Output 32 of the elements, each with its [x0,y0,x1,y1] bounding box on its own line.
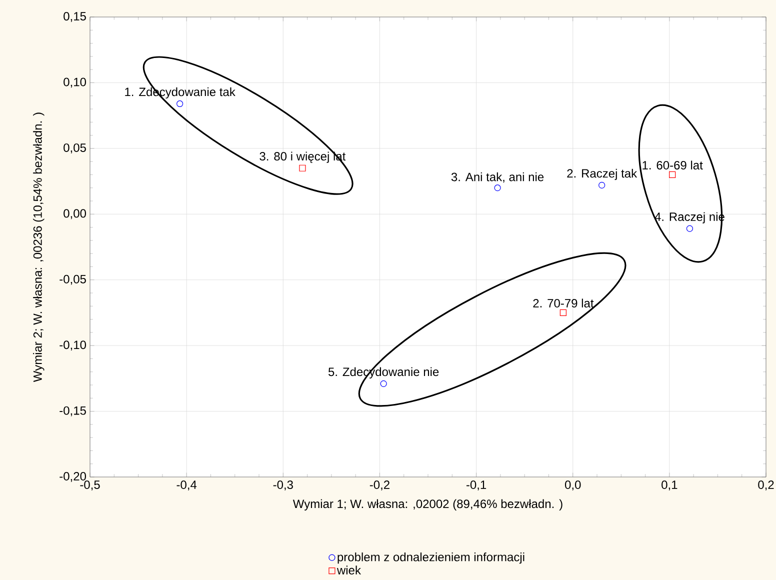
point [686,225,694,232]
y-tick-label: 0,10 [64,78,86,88]
legend-label: wiek [336,566,361,574]
point [176,100,184,108]
annotation: 3. Ani tak, ani nie [451,172,544,183]
x-tick-label: -0,5 [80,480,100,490]
annotation: 1. 60-69 lat [642,160,703,170]
x-tick-label: -0,4 [176,480,197,490]
point [380,380,387,387]
point [598,182,606,189]
y-tick-label: -0,15 [60,406,86,416]
point [299,164,306,172]
y-tick-label: 0,05 [64,143,86,154]
x-tick-label: -0,1 [466,480,486,490]
y-tick-label: 0,15 [64,12,86,22]
point [494,184,501,192]
x-tick-label: 0,0 [564,480,581,490]
y-tick-label: 0,00 [64,209,86,220]
y-axis-title: Wymiar 2; W. własna: ,00236 (10,54% bezwładn. ) [33,112,44,382]
annotation: 2. Raczej tak [567,168,638,180]
point [669,171,676,178]
legend-label: problem z odnalezieniem informacji [338,552,524,564]
y-tick-label: -0,10 [60,340,86,351]
x-tick-label: -0,2 [370,480,390,490]
x-tick-label: 0,1 [662,480,678,490]
annotation: 2. 70-79 lat [533,298,594,308]
point [560,309,566,316]
y-tick-label: -0,20 [60,472,86,482]
x-tick-label: -0,3 [273,480,293,490]
x-axis-title: Wymiar 1; W. własna: ,02002 (89,46% bezwładn. ) [292,499,562,510]
x-tick-label: 0,2 [758,480,774,490]
y-tick-label: -0,05 [60,274,86,285]
